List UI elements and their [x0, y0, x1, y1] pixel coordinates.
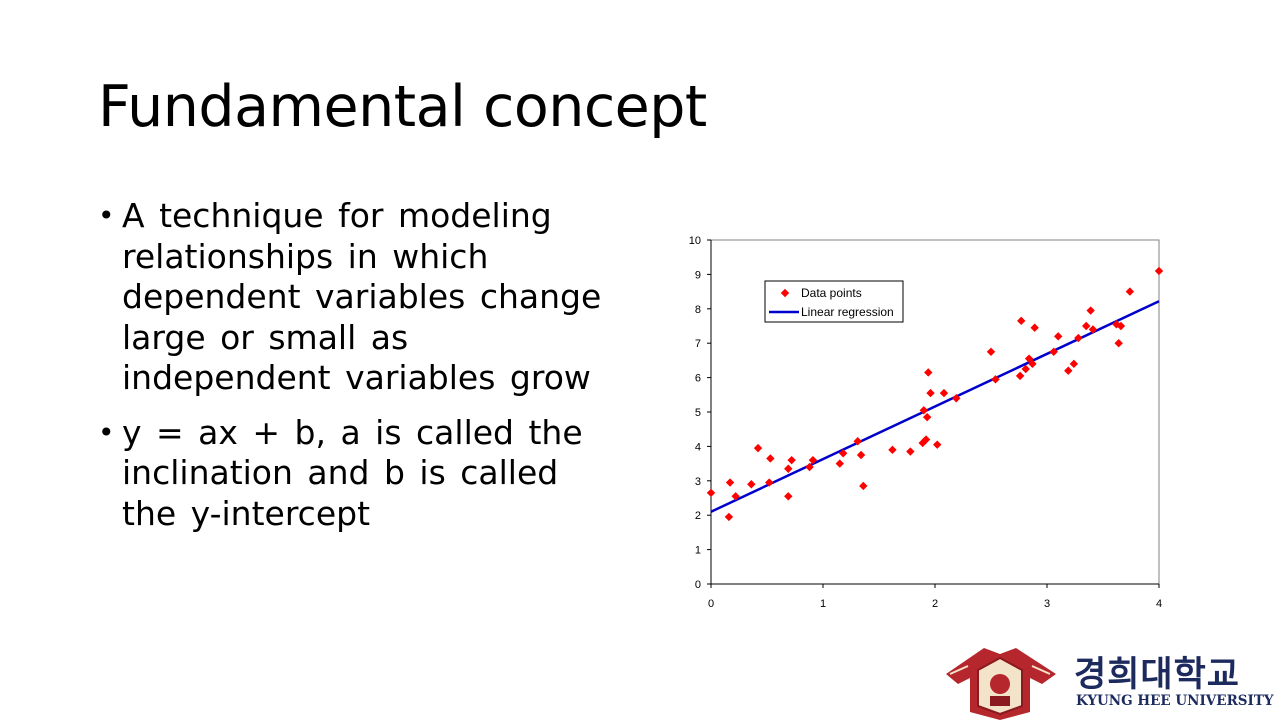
y-tick-label: 6 [695, 373, 701, 385]
data-point [1155, 267, 1163, 275]
y-tick-label: 8 [695, 304, 701, 316]
x-tick-label: 4 [1156, 598, 1162, 610]
y-tick-label: 9 [695, 269, 701, 281]
y-tick-label: 5 [695, 407, 701, 419]
bullet-item: • A technique for modeling relationships… [98, 196, 608, 399]
data-point [784, 465, 792, 473]
data-point [707, 489, 715, 497]
data-point [923, 413, 931, 421]
data-point [906, 447, 914, 455]
legend-label-regression: Linear regression [801, 305, 894, 319]
logo-korean-name: 경희대학교 [1074, 646, 1240, 697]
data-point [987, 348, 995, 356]
logo-english-name: KYUNG HEE UNIVERSITY [1076, 693, 1274, 709]
data-point [766, 454, 774, 462]
y-tick-label: 1 [695, 545, 701, 557]
data-point [940, 389, 948, 397]
data-point [1114, 339, 1122, 347]
y-tick-label: 10 [689, 235, 701, 247]
data-point [1126, 287, 1134, 295]
x-tick-label: 2 [932, 598, 938, 610]
data-point [1017, 317, 1025, 325]
data-point [1082, 322, 1090, 330]
emblem-icon [946, 648, 1056, 720]
data-point [933, 440, 941, 448]
x-tick-label: 0 [708, 598, 714, 610]
data-point [926, 389, 934, 397]
y-tick-label: 7 [695, 338, 701, 350]
y-tick-label: 3 [695, 476, 701, 488]
y-tick-label: 2 [695, 510, 701, 522]
data-point [747, 480, 755, 488]
data-point [726, 478, 734, 486]
data-point [888, 446, 896, 454]
bullet-glyph: • [98, 196, 115, 237]
y-tick-label: 0 [695, 579, 701, 591]
data-point [784, 492, 792, 500]
data-point [1064, 367, 1072, 375]
x-tick-label: 3 [1044, 598, 1050, 610]
data-point [1070, 360, 1078, 368]
regression-chart: 0 1 2 3 4 5 6 7 8 9 10 0 1 2 3 4 Data points Linear regre… [670, 228, 1170, 618]
legend-label-data-points: Data points [801, 286, 862, 300]
bullet-glyph: • [98, 413, 115, 454]
bullet-text: y = ax + b, a is called the inclination … [122, 413, 583, 533]
slide-title: Fundamental concept [98, 74, 707, 140]
data-point [1086, 306, 1094, 314]
regression-line [711, 301, 1159, 512]
data-point [924, 368, 932, 376]
data-point [1030, 324, 1038, 332]
data-point [725, 513, 733, 521]
data-point [857, 451, 865, 459]
bullet-text: A technique for modeling relationships i… [122, 196, 601, 397]
data-point [1054, 332, 1062, 340]
data-point [754, 444, 762, 452]
x-tick-label: 1 [820, 598, 826, 610]
data-point [1016, 372, 1024, 380]
bullet-item: • y = ax + b, a is called the inclinatio… [98, 413, 608, 535]
data-point [836, 459, 844, 467]
bullet-list: • A technique for modeling relationships… [98, 196, 608, 548]
data-point [859, 482, 867, 490]
data-point [787, 456, 795, 464]
y-tick-label: 4 [695, 441, 701, 453]
